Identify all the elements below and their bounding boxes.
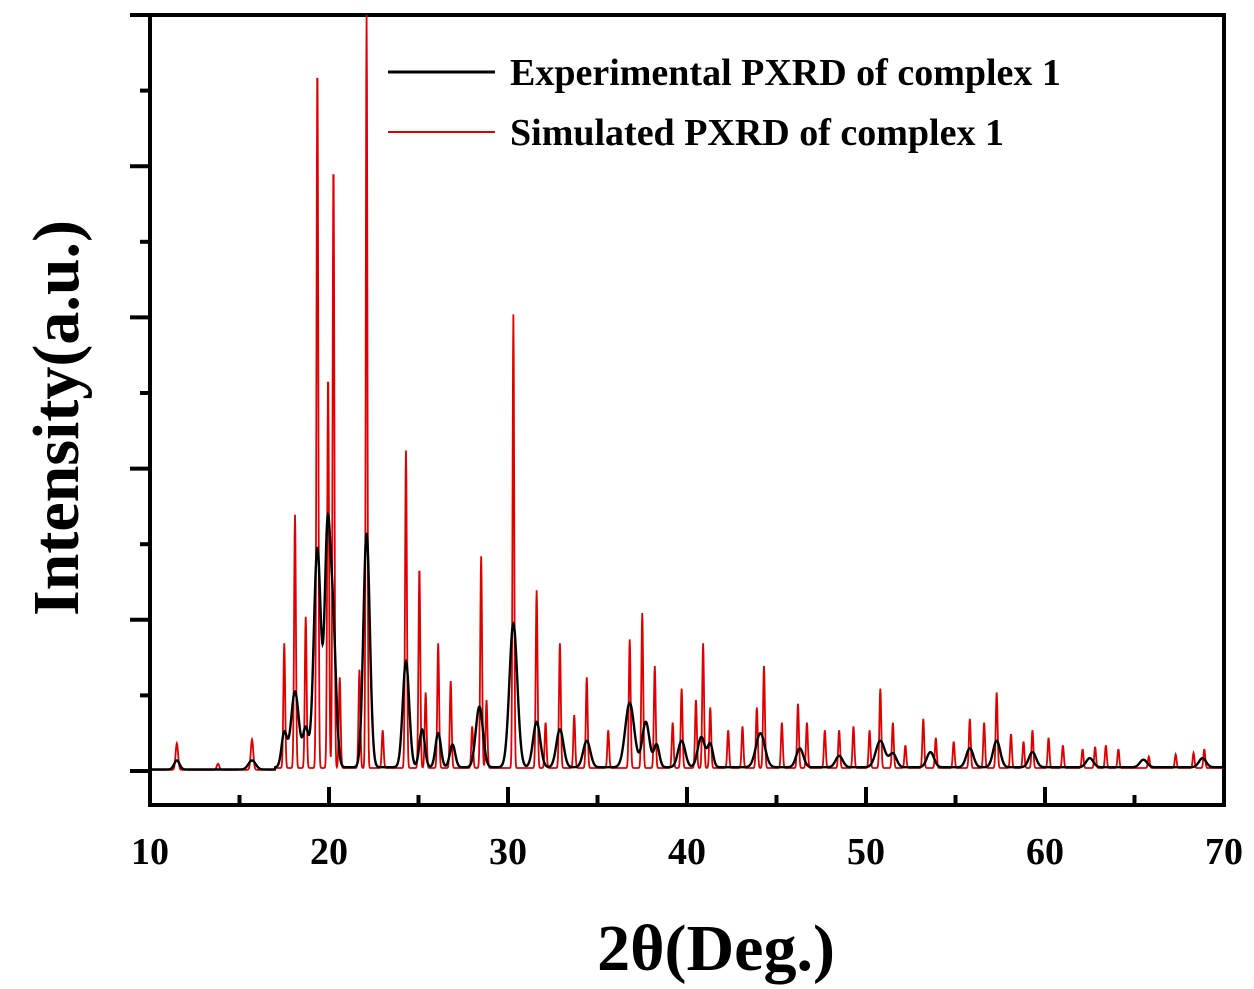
plot-area: 10 20 30 40 50 60 70 — [130, 13, 1243, 873]
series-line-experimental — [150, 511, 1224, 771]
series-layer — [150, 14, 1224, 771]
x-tick-label: 30 — [489, 831, 527, 873]
x-tick-label: 10 — [131, 831, 169, 873]
x-tick-label: 60 — [1026, 831, 1064, 873]
y-axis-ticks — [130, 13, 150, 773]
x-axis-label: 2θ(Deg.) — [597, 912, 835, 985]
x-tick-label: 20 — [310, 831, 348, 873]
x-tick-label: 50 — [847, 831, 885, 873]
x-tick-label: 40 — [668, 831, 706, 873]
x-tick-label: 70 — [1205, 831, 1243, 873]
y-axis-label: Intensity(a.u.) — [20, 220, 93, 616]
x-axis-ticks: 10 20 30 40 50 60 70 — [131, 787, 1243, 873]
legend-entry-label: Experimental PXRD of complex 1 — [510, 52, 1061, 94]
legend-entry-label: Simulated PXRD of complex 1 — [510, 112, 1004, 154]
legend: Experimental PXRD of complex 1 Simulated … — [388, 52, 1061, 154]
